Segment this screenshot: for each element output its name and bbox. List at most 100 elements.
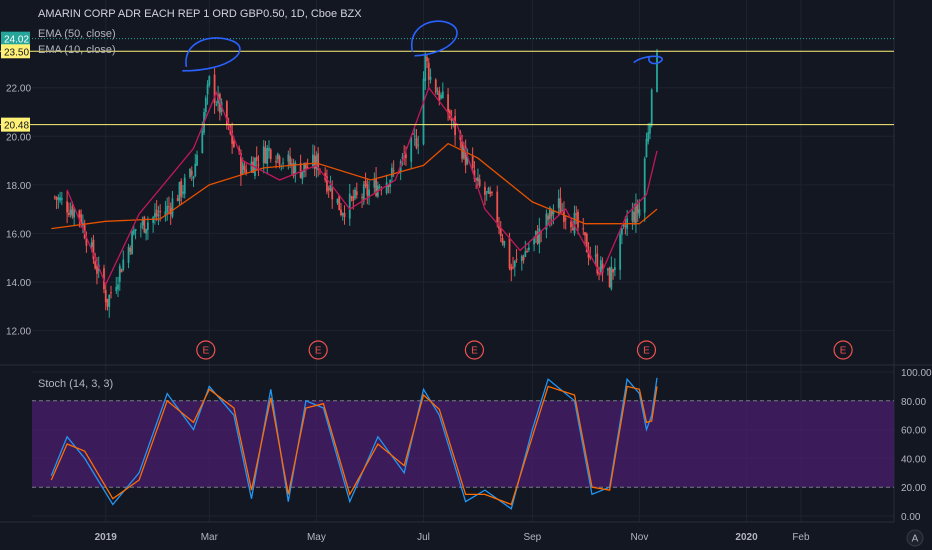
candle-body-208 (563, 209, 565, 222)
candle-body-41 (153, 213, 156, 218)
price-tick-label-2: 16.00 (6, 229, 31, 240)
ema50-legend[interactable]: EMA (50, close) (38, 28, 116, 40)
candle-body-190 (520, 255, 523, 262)
candle-body-28 (120, 269, 123, 273)
earnings-marker-4[interactable] (833, 340, 853, 360)
candle-body-115 (336, 198, 339, 203)
candle-body-38 (145, 228, 148, 234)
candle-body-51 (178, 182, 181, 202)
earnings-marker-0[interactable] (196, 340, 216, 360)
candle-body-47 (168, 206, 170, 208)
hand-drawings[interactable] (182, 20, 663, 72)
earnings-marker-2[interactable] (464, 340, 485, 360)
candle-body-130 (373, 179, 376, 188)
candle-body-226 (608, 267, 611, 288)
candle-body-203 (550, 211, 553, 217)
time-tick-label-6: 2020 (735, 532, 758, 543)
candle-body-31 (129, 247, 132, 252)
candle-body-63 (206, 84, 209, 95)
candle-body-204 (552, 210, 555, 215)
price-tick-label-3: 18.00 (6, 181, 31, 192)
candle-body-73 (231, 130, 234, 144)
candle-body-9 (73, 209, 76, 218)
candle-body-50 (176, 198, 179, 202)
candle-body-213 (575, 213, 578, 215)
candle-body-198 (538, 228, 541, 244)
candle-body-242 (647, 132, 650, 142)
candle-body-56 (190, 170, 193, 176)
candle-body-52 (180, 180, 183, 197)
candle-body-88 (268, 147, 270, 151)
auto-scale-button-label: A (912, 534, 919, 545)
candle-body-153 (427, 62, 430, 80)
candle-body-235 (631, 211, 634, 222)
time-tick-label-5: Nov (631, 532, 649, 543)
candle-body-210 (570, 221, 572, 228)
candle-body-136 (387, 184, 390, 187)
candle-body-104 (306, 167, 309, 169)
last-price-badge-label: 24.02 (4, 35, 29, 46)
candle-body-95 (287, 154, 290, 162)
stochastic-pane (32, 377, 894, 510)
candle-body-81 (252, 161, 255, 174)
time-tick-label-3: Jul (417, 532, 430, 543)
auto-scale-button[interactable] (906, 529, 924, 547)
candle-body-5 (66, 201, 69, 213)
candle-body-62 (204, 97, 207, 113)
candle-body-147 (413, 135, 416, 137)
ema10-legend[interactable]: EMA (10, close) (38, 44, 116, 56)
candle-body-112 (327, 188, 330, 190)
candle-body-86 (264, 147, 267, 164)
candle-body-135 (385, 182, 388, 193)
candle-body-168 (464, 146, 467, 166)
candle-body-83 (255, 156, 258, 161)
drawing-circle-peak-march[interactable] (182, 37, 241, 72)
candle-body-74 (232, 141, 235, 148)
candle-body-173 (477, 177, 479, 182)
candle-body-39 (146, 222, 149, 230)
candle-body-196 (534, 230, 537, 237)
candle-body-79 (245, 169, 248, 174)
candle-body-77 (241, 163, 244, 175)
stoch-tick-label-1: 20.00 (901, 483, 926, 494)
stoch-legend[interactable]: Stoch (14, 3, 3) (38, 378, 114, 390)
earnings-marker-1[interactable] (308, 340, 328, 360)
candle-body-228 (612, 268, 615, 273)
candle-body-25 (115, 286, 118, 292)
candle-body-160 (447, 94, 449, 114)
candle-body-244 (650, 89, 653, 126)
candle-body-26 (117, 284, 119, 290)
candle-body-59 (196, 154, 198, 166)
ema10-line (66, 86, 658, 287)
candle-body-191 (522, 256, 525, 260)
candle-body-170 (471, 156, 474, 168)
drawing-circle-peak-july[interactable] (410, 20, 458, 57)
level-upper-badge-label: 23.50 (4, 47, 29, 58)
candle-body-98 (292, 163, 295, 176)
last-price-badge (1, 31, 30, 46)
candle-body-239 (638, 209, 641, 216)
candle-body-155 (434, 79, 437, 93)
candle-body-177 (487, 188, 490, 194)
candle-body-46 (166, 205, 169, 213)
earnings-marker-label-2: E (471, 346, 478, 357)
drawing-scribble-november[interactable] (633, 55, 663, 65)
candle-body-229 (613, 267, 616, 271)
candle-body-24 (110, 292, 112, 294)
candle-body-33 (132, 230, 135, 235)
candle-body-133 (378, 186, 381, 188)
earnings-marker-3[interactable] (636, 340, 657, 360)
candle-body-11 (80, 214, 83, 226)
candle-body-97 (290, 163, 293, 166)
candle-body-87 (266, 148, 269, 164)
candle-body-164 (454, 116, 456, 136)
candle-body-118 (341, 213, 344, 216)
candle-body-117 (340, 209, 342, 216)
candle-body-3 (59, 197, 61, 201)
candle-body-216 (584, 232, 586, 236)
candle-body-188 (513, 260, 516, 267)
candle-body-232 (622, 223, 625, 227)
candle-body-192 (524, 251, 527, 258)
